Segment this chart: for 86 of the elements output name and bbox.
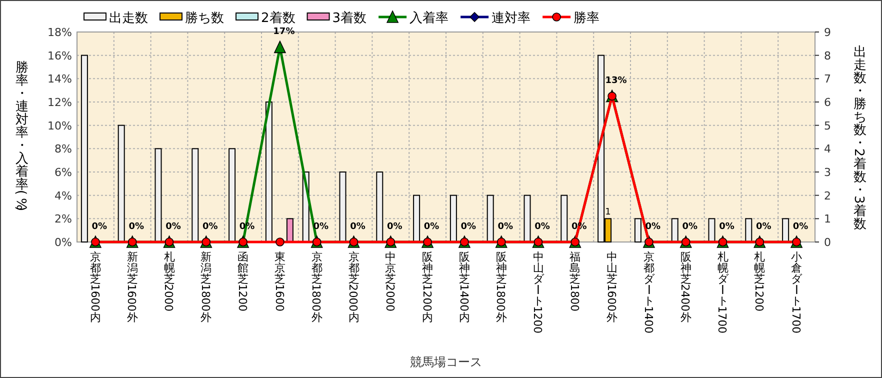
y2-tick-label: 5 [824,119,831,132]
y2-tick-label: 7 [824,72,831,86]
bar [708,218,716,242]
bar [376,172,384,242]
y2-tick-label: 1 [824,212,831,226]
x-tick-label: 福島芝1800 [568,250,581,312]
x-tick-label: 中京芝2000 [383,250,396,312]
x-tick-label: 京都芝1800外 [310,250,323,324]
bar [228,148,236,242]
y2-tick-label: 0 [824,236,831,249]
x-tick-label: 阪神芝1200内 [420,250,434,324]
x-tick-label: 京都芝1600内 [88,250,102,324]
x-tick-label: 札幌芝1200 [752,250,766,312]
bar [154,148,162,242]
x-tick-label: 新潟芝1800外 [198,250,212,324]
data-label: 0% [682,222,698,232]
y-tick-label: 0% [54,236,72,249]
x-tick-label: 京都芝2000内 [346,250,360,324]
bar [782,218,790,242]
x-axis-title: 競馬場コース [410,355,482,369]
y-tick-label: 2% [54,212,72,226]
bar [413,194,420,242]
x-tick-label: 中山芝1600外 [604,250,618,324]
y-tick-label: 4% [54,189,72,202]
data-label: 0% [498,222,513,232]
y2-tick-label: 2 [824,189,831,202]
data-label: 13% [605,76,627,86]
x-tick-label: 札幌ダート1700 [716,250,729,334]
x-tick-label: 東京芝1600 [272,250,286,312]
y-tick-label: 12% [48,96,72,109]
y-tick-label: 18% [48,26,72,39]
y-tick-label: 8% [54,142,72,156]
y2-tick-label: 6 [824,96,831,109]
x-tick-label: 京都ダート1400 [642,250,655,334]
bar [265,102,272,242]
data-label: 17% [273,27,295,38]
legend-label: 勝率 [574,10,600,26]
y2-tick-label: 8 [824,49,831,62]
legend-label: 入着率 [410,10,449,26]
legend-label: 出走数 [109,11,148,26]
data-label: 0% [424,222,440,232]
bar [524,194,531,242]
x-tick-label: 新潟芝1600外 [125,250,138,324]
bar [450,194,457,242]
y-tick-label: 14% [48,72,72,86]
bar [745,218,752,242]
data-label: 0% [756,222,772,232]
data-label: 0% [92,222,108,232]
data-label: 0% [534,222,550,232]
y-tick-label: 6% [54,166,72,179]
y2-tick-label: 4 [824,142,831,156]
data-label: 0% [166,222,181,232]
data-label: 0% [128,222,144,232]
bar [486,194,494,242]
x-tick-label: 函館芝1200 [236,250,249,312]
y2-tick-label: 3 [824,166,831,179]
x-tick-label: 阪神芝1800外 [494,250,508,324]
data-label: 1 [605,208,611,218]
legend-label: 連対率 [492,10,531,26]
x-tick-label: 阪神芝2400外 [678,250,692,324]
bar [192,148,199,242]
y2-axis-title: 出走数・勝ち数・2着数・3着数 [851,44,866,232]
legend-label: 2着数 [261,10,296,26]
x-tick-label: 中山ダート1200 [531,250,544,334]
data-label: 0% [350,222,366,232]
x-tick-label: 小倉ダート1700 [789,250,802,334]
bar [118,124,125,242]
bar [634,218,642,242]
data-label: 0% [202,222,218,232]
data-label: 0% [792,222,808,232]
y-tick-label: 16% [48,49,72,62]
bar [671,218,678,242]
point [276,238,284,246]
y-tick-label: 10% [48,119,72,132]
data-label: 0% [460,222,476,232]
bar [339,172,346,242]
point [274,40,286,54]
y2-tick-label: 9 [824,26,831,39]
bar [80,54,88,242]
data-label: 0% [719,222,734,232]
data-label: 0% [387,222,402,232]
bar [560,194,568,242]
x-tick-label: 阪神芝1400内 [457,250,470,324]
legend-label: 勝ち数 [185,11,224,26]
legend-label: 3着数 [332,10,367,26]
x-tick-label: 札幌芝2000 [162,250,176,312]
